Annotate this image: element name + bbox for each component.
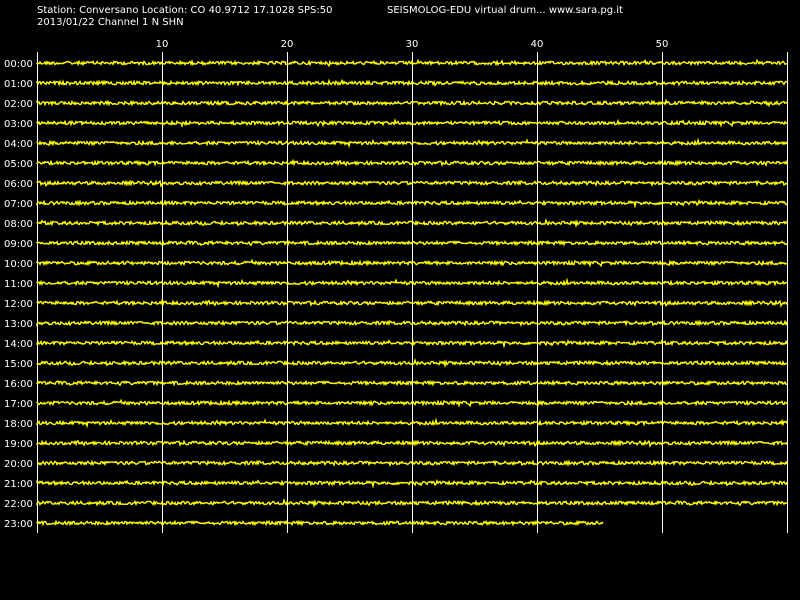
x-tick-label: 50	[656, 39, 669, 50]
row-hour-label: 13:00	[4, 319, 33, 330]
x-tick-label: 20	[281, 39, 294, 50]
row-hour-label: 04:00	[4, 139, 33, 150]
row-hour-label: 20:00	[4, 459, 33, 470]
grid-layer	[37, 52, 788, 533]
seismic-trace	[36, 379, 788, 387]
seismic-trace	[36, 78, 788, 87]
seismic-trace	[36, 417, 788, 429]
row-hour-label: 14:00	[4, 339, 33, 350]
row-hour-label: 11:00	[4, 279, 33, 290]
x-tick-label: 40	[531, 39, 544, 50]
seismic-trace	[36, 498, 788, 509]
row-hour-label: 15:00	[4, 359, 33, 370]
seismic-trace	[36, 338, 788, 349]
seismic-trace	[36, 439, 788, 448]
seismic-trace	[36, 358, 788, 369]
date-channel-info: 2013/01/22 Channel 1 N SHN	[37, 17, 184, 28]
seismic-trace	[36, 158, 788, 167]
row-hour-label: 01:00	[4, 79, 33, 90]
seismic-trace	[36, 319, 788, 328]
seismic-trace	[36, 179, 788, 188]
trace-layer	[36, 58, 788, 527]
seismic-trace	[36, 277, 788, 289]
row-hour-label: 09:00	[4, 239, 33, 250]
row-hour-label: 17:00	[4, 399, 33, 410]
row-hour-label: 07:00	[4, 199, 33, 210]
station-info: Station: Conversano Location: CO 40.9712…	[37, 5, 333, 16]
row-hour-label: 18:00	[4, 419, 33, 430]
row-hour-label: 19:00	[4, 439, 33, 450]
seismic-trace	[36, 239, 788, 247]
seismic-trace	[36, 218, 788, 229]
seismic-trace	[36, 459, 788, 468]
brand-info: SEISMOLOG-EDU virtual drum... www.sara.p…	[387, 5, 623, 16]
row-hour-label: 10:00	[4, 259, 33, 270]
row-hour-label: 06:00	[4, 179, 33, 190]
row-hour-label: 16:00	[4, 379, 33, 390]
seismic-trace	[36, 98, 788, 108]
row-hour-label: 02:00	[4, 99, 33, 110]
seismic-trace	[36, 519, 604, 527]
seismic-trace	[36, 117, 788, 128]
x-tick-label: 30	[406, 39, 419, 50]
seismic-trace	[36, 398, 788, 408]
seismic-trace	[36, 137, 788, 149]
seismic-trace	[36, 478, 788, 489]
seismic-trace	[36, 198, 788, 209]
seismic-trace	[36, 58, 788, 68]
label-layer: 10 20 30 40 50 00:00 01:00 02:00 03:00 04:00 05:00…	[4, 39, 668, 530]
row-hour-label: 08:00	[4, 219, 33, 230]
row-hour-label: 23:00	[4, 519, 33, 530]
row-hour-label: 05:00	[4, 159, 33, 170]
row-hour-label: 21:00	[4, 479, 33, 490]
row-hour-label: 00:00	[4, 59, 33, 70]
seismic-trace	[36, 298, 788, 308]
row-hour-label: 03:00	[4, 119, 33, 130]
seismic-trace	[36, 258, 788, 268]
row-hour-label: 22:00	[4, 499, 33, 510]
x-tick-label: 10	[156, 39, 169, 50]
row-hour-label: 12:00	[4, 299, 33, 310]
